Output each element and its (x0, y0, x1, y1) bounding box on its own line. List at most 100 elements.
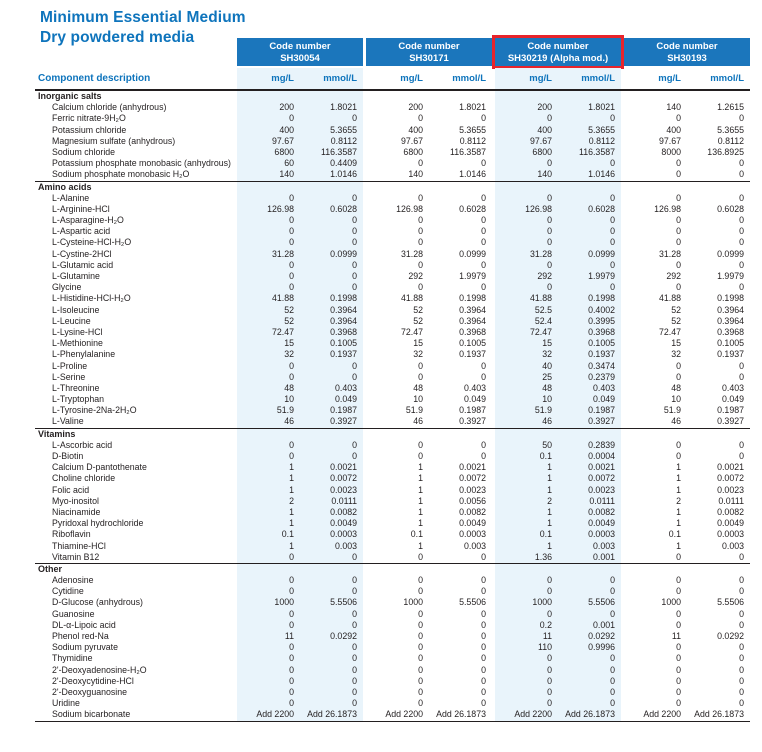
mmol-value: 0 (481, 451, 486, 461)
mmol-value: 0 (610, 226, 615, 237)
code-label: Code number (269, 41, 331, 52)
mg-value: 1000 (274, 597, 294, 608)
mg-value: 0 (418, 586, 423, 597)
mmol-value: 0 (610, 608, 615, 619)
mmol-value: 0 (481, 675, 486, 686)
mmol-value: 0.3927 (459, 416, 486, 427)
mmol-value: 0.0003 (588, 529, 615, 540)
mg-value: 0 (676, 551, 681, 562)
mmol-value: 0 (481, 551, 486, 562)
mg-value: 2 (289, 495, 294, 506)
mg-value: 46 (542, 416, 552, 427)
code-header-sh30193: Code number SH30193 (624, 38, 750, 66)
unit-group: mg/L mmol/L (237, 68, 363, 89)
value-group: 32 0.1937 (624, 349, 750, 360)
mg-value: 140 (279, 169, 294, 180)
mmol-value: 0 (481, 158, 486, 169)
mg-value: 0 (289, 698, 294, 709)
table-row: 2'-Deoxycytidine-HCl 0 0 0 0 0 0 0 0 (35, 675, 750, 687)
value-group: 6800 116.3587 (366, 147, 492, 158)
mmol-value: 1.8021 (459, 102, 486, 113)
mg-value: 1 (418, 540, 423, 551)
mmol-value: 0 (739, 360, 744, 371)
mmol-value: 0.3964 (459, 315, 486, 326)
mmol-value: 0 (610, 215, 615, 226)
mg-value: 0 (547, 575, 552, 586)
value-group: 72.47 0.3968 (495, 326, 621, 339)
mmol-value: 0.1987 (717, 405, 744, 416)
mmol-value: 0.0003 (330, 529, 357, 540)
unit-header: mg/L (658, 73, 681, 84)
value-group: 10 0.049 (237, 394, 363, 406)
mg-value: 41.88 (271, 293, 294, 304)
mmol-value: 0 (739, 608, 744, 619)
table-row: L-Threonine 48 0.403 48 0.403 48 0.403 48 0.403 (35, 382, 750, 395)
section-name: Amino acids (38, 181, 92, 192)
table-row: L-Proline 0 0 0 0 40 0.3474 0 0 (35, 360, 750, 372)
mmol-value: 0.1987 (459, 405, 486, 416)
mmol-value: 0.2839 (588, 439, 615, 450)
mg-value: 52 (413, 304, 423, 315)
mg-value: 0 (676, 113, 681, 124)
mmol-value: Add 26.1873 (694, 709, 744, 720)
mmol-value: 0.2379 (588, 371, 615, 382)
mmol-value: 0 (481, 215, 486, 226)
mg-value: 11 (284, 631, 294, 641)
value-group: 10 0.049 (495, 394, 621, 406)
mg-value: 0 (418, 237, 423, 248)
mmol-value: 0 (610, 675, 615, 686)
mmol-value: 0 (352, 619, 357, 630)
mg-value: 0 (676, 608, 681, 619)
value-group: 31.28 0.0999 (237, 248, 363, 260)
mg-value: 1 (676, 484, 681, 495)
value-group: 0.1 0.0004 (495, 451, 621, 463)
mmol-value: 0.001 (592, 551, 615, 562)
table-row: L-Cysteine-HCl-H₂O 0 0 0 0 0 0 0 0 (35, 237, 750, 249)
mg-value: 97.67 (529, 135, 552, 146)
mg-value: 31.28 (529, 248, 552, 259)
component-name: L-Arginine-HCl (52, 203, 110, 214)
code-header-sh30054: Code number SH30054 (237, 38, 363, 66)
value-group: 0.2 0.001 (495, 619, 621, 632)
mg-value: 0.2 (539, 619, 552, 630)
mg-value: 31.28 (271, 248, 294, 259)
component-name: 2'-Deoxyguanosine (52, 686, 128, 697)
value-group: 1 0.0072 (366, 473, 492, 484)
table-row: L-Ascorbic acid 0 0 0 0 50 0.2839 0 0 (35, 439, 750, 452)
mmol-value: 0.1998 (459, 293, 486, 304)
section-filler (624, 91, 750, 102)
mmol-value: 1.0146 (330, 169, 357, 180)
mmol-value: Add 26.1873 (565, 709, 615, 720)
mg-value: 41.88 (529, 293, 552, 304)
section-filler (624, 564, 750, 575)
mg-value: 0.1 (539, 451, 552, 461)
mg-value: 0 (547, 675, 552, 686)
value-group: 97.67 0.8112 (495, 135, 621, 147)
mmol-value: 0.3964 (459, 304, 486, 315)
value-group: 15 0.1005 (237, 338, 363, 350)
mmol-value: 0 (739, 675, 744, 686)
mmol-value: 0 (481, 237, 486, 248)
mg-value: 0 (418, 360, 423, 371)
value-group: 1 0.0072 (237, 473, 363, 485)
mg-value: 0 (418, 371, 423, 382)
mg-value: 40 (542, 360, 552, 371)
component-name: Potassium phosphate monobasic (anhydrous… (52, 158, 231, 169)
value-group: 46 0.3927 (366, 416, 492, 427)
section-filler (237, 428, 363, 440)
section-header-row: Inorganic salts (35, 91, 750, 103)
mmol-value: 0 (739, 664, 744, 675)
value-group: 400 5.3655 (495, 124, 621, 136)
mmol-value: 0 (739, 586, 744, 597)
mmol-value: 0.0082 (459, 506, 486, 517)
mmol-value: 0 (481, 282, 486, 293)
